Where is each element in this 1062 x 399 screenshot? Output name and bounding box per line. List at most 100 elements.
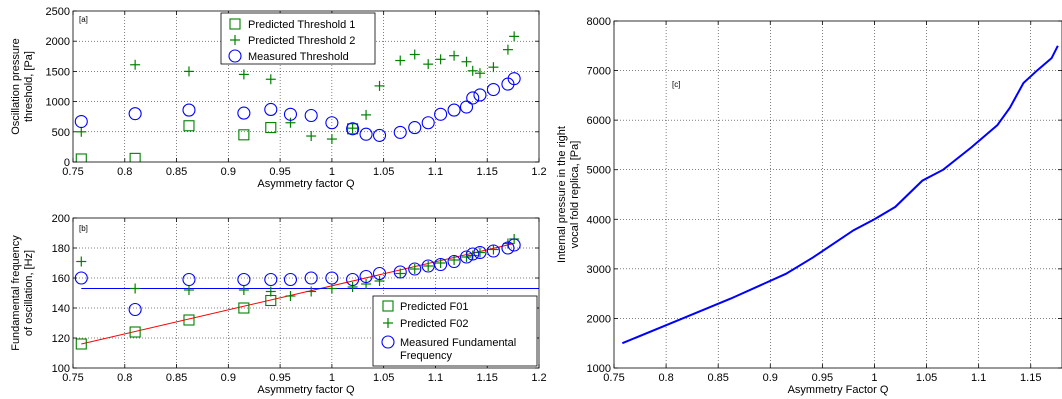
legend: Predicted Threshold 1 Predicted Threshold… — [220, 12, 376, 65]
panel-c: 0.75 0.8 0.85 0.9 0.95 1 1.05 1.1 1.15 1000 2000 30… — [556, 16, 1062, 396]
y-axis-label: Internal pressure in the right — [556, 126, 568, 263]
data-point — [374, 276, 385, 286]
x-tick-label: 0.85 — [166, 372, 187, 384]
data-point — [128, 302, 142, 317]
x-tick-label: 0.85 — [707, 372, 728, 384]
x-tick-label: 0.9 — [221, 166, 236, 178]
data-point — [374, 80, 385, 91]
y-tick-label: 2000 — [46, 36, 70, 48]
data-point — [265, 286, 276, 297]
x-tick-label: 1.1 — [428, 166, 443, 178]
x-tick-label: 1.2 — [531, 166, 546, 178]
data-point — [393, 265, 407, 279]
data-point — [304, 271, 318, 285]
data-point — [421, 259, 435, 273]
y-tick-label: 2000 — [587, 313, 611, 325]
y-tick-label: 140 — [52, 303, 70, 315]
data-point — [130, 283, 141, 294]
data-point — [265, 74, 276, 85]
data-point — [283, 107, 298, 121]
x-tick-label: 1 — [871, 372, 877, 384]
data-point — [347, 282, 358, 292]
x-tick-label: 0.8 — [117, 166, 132, 178]
data-point — [183, 120, 195, 132]
data-point — [423, 261, 434, 271]
y-axis-label: Fundamental frequency — [10, 235, 22, 351]
data-point — [449, 255, 460, 265]
y-tick-label: 1000 — [587, 363, 611, 375]
data-point — [325, 271, 339, 285]
y-axis-label: threshold, [Pa] — [23, 51, 35, 122]
y-tick-label: 120 — [52, 333, 70, 345]
data-point — [74, 271, 88, 285]
legend-label: Predicted F02 — [400, 318, 468, 330]
data-point — [238, 69, 249, 80]
data-point — [435, 258, 446, 268]
legend-marker — [383, 318, 393, 328]
x-tick-label: 0.75 — [603, 372, 624, 384]
y-tick-label: 1000 — [46, 97, 70, 109]
panel-tag: [a] — [79, 15, 88, 24]
data-point — [395, 55, 406, 66]
data-point — [501, 241, 515, 255]
data-point — [435, 54, 446, 65]
x-tick-label: 1.15 — [477, 372, 498, 384]
data-point — [421, 116, 435, 130]
y-tick-label: 180 — [52, 243, 70, 255]
x-tick-label: 0.95 — [812, 372, 833, 384]
data-point — [361, 109, 372, 120]
data-point — [393, 125, 407, 139]
legend-marker — [381, 335, 395, 349]
x-tick-label: 1.05 — [373, 372, 394, 384]
grid — [73, 11, 539, 162]
data-point — [447, 103, 461, 117]
data-point — [238, 129, 250, 141]
data-point — [182, 272, 196, 287]
data-point — [347, 123, 358, 134]
legend-label-cont: Frequency — [400, 350, 452, 362]
data-point — [283, 272, 298, 287]
series-circle — [74, 238, 521, 317]
data-point — [486, 244, 500, 258]
data-point — [409, 49, 420, 60]
y-axis-label: Oscillation pressure — [10, 38, 22, 135]
data-point — [129, 326, 141, 338]
x-tick-label: 0.75 — [62, 372, 83, 384]
data-point — [76, 256, 87, 267]
legend-label: Measured Threshold — [248, 51, 349, 63]
data-point — [408, 121, 422, 135]
plot-frame — [72, 217, 540, 369]
data-point — [75, 153, 87, 162]
data-point — [423, 59, 434, 70]
legend-label: Predicted Threshold 2 — [248, 35, 355, 47]
data-point — [466, 247, 480, 261]
data-point — [449, 50, 460, 61]
x-tick-label: 1.1 — [971, 372, 986, 384]
data-point — [265, 122, 277, 134]
data-point — [75, 338, 87, 350]
data-point — [473, 245, 487, 260]
legend-label: Measured Fundamental — [400, 337, 516, 349]
x-tick-label: 1 — [329, 372, 335, 384]
legend-label: Predicted F01 — [400, 301, 468, 313]
legend-marker — [228, 49, 242, 63]
x-axis-label: Asymmetry factor Q — [257, 384, 355, 396]
data-point — [304, 108, 318, 123]
x-tick-label: 0.8 — [658, 372, 673, 384]
y-tick-label: 200 — [52, 213, 70, 225]
series-line — [621, 45, 1059, 345]
y-tick-label: 500 — [52, 127, 70, 139]
plot-frame — [613, 20, 1062, 369]
y-tick-label: 2500 — [46, 6, 70, 18]
panel-b: 0.75 0.8 0.85 0.9 0.95 1 1.05 1.1 1.15 1.2 100 120 1… — [10, 213, 547, 396]
data-point — [507, 238, 521, 252]
data-point — [325, 116, 339, 130]
x-tick-label: 0.75 — [62, 166, 83, 178]
data-point — [285, 291, 296, 301]
grid — [614, 21, 1062, 368]
data-point — [237, 106, 251, 120]
x-tick-label: 0.95 — [269, 166, 290, 178]
x-tick-label: 0.85 — [166, 166, 187, 178]
data-point — [447, 254, 461, 269]
